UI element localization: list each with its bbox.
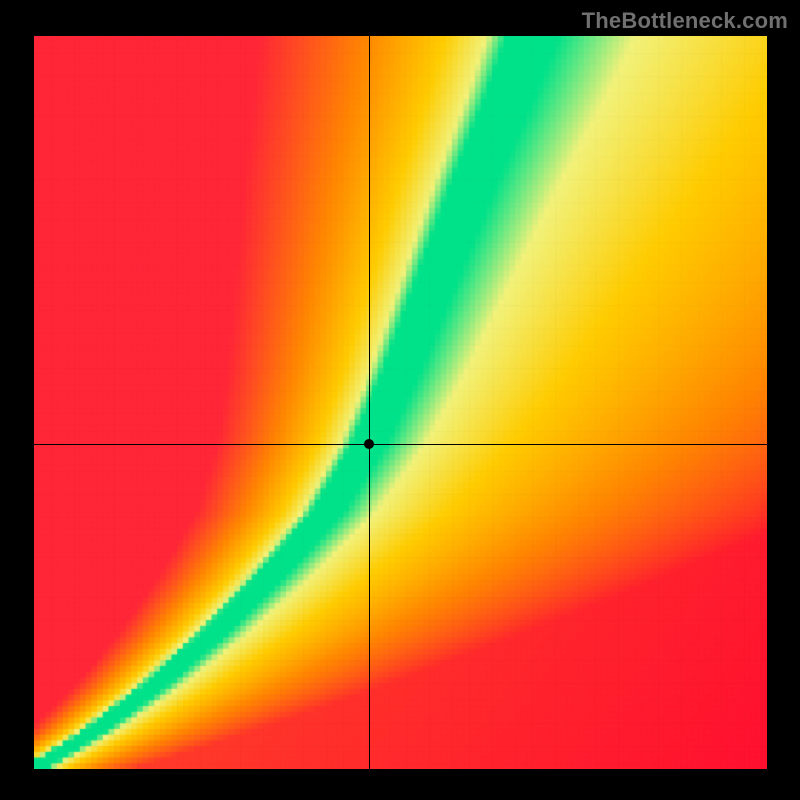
crosshair-marker [364,439,374,449]
chart-container: TheBottleneck.com [0,0,800,800]
crosshair-vertical [369,36,370,769]
crosshair-horizontal [34,444,767,445]
bottleneck-heatmap [34,36,767,769]
watermark-label: TheBottleneck.com [582,8,788,34]
